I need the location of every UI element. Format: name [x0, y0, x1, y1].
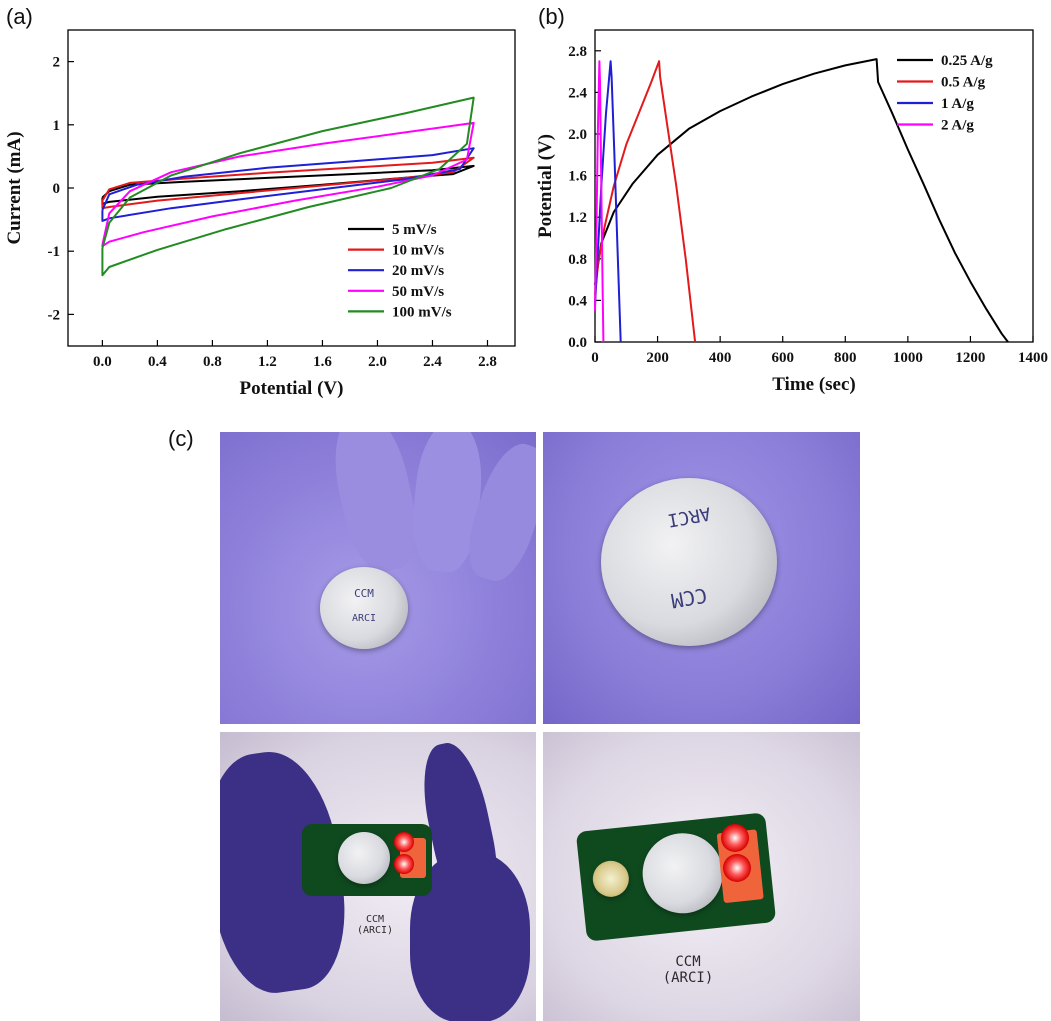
y-tick-label: 0.8: [568, 252, 587, 268]
glove-finger: [324, 432, 426, 578]
x-tick-label: 2.0: [368, 354, 387, 370]
led-light: [394, 832, 414, 852]
series-line: [594, 60, 697, 343]
y-tick-label: 2.8: [568, 44, 587, 60]
legend-label: 5 mV/s: [392, 222, 437, 238]
coin-cell: CCM ARCI: [320, 567, 408, 649]
handwritten-note: CCM (ARCI): [345, 914, 405, 936]
x-tick-label: 0: [591, 350, 599, 366]
y-tick-label: -2: [48, 307, 61, 323]
led-light: [721, 824, 749, 852]
x-axis-label: Potential (V): [240, 378, 344, 399]
series-line: [101, 121, 475, 248]
x-tick-label: 200: [646, 350, 669, 366]
y-tick-label: 2: [53, 55, 61, 71]
x-tick-label: 400: [709, 350, 732, 366]
note-line: (ARCI): [356, 925, 394, 936]
coin-label: ARCI: [665, 502, 713, 531]
legend-label: 50 mV/s: [392, 284, 444, 300]
coin-hole: [591, 859, 631, 899]
x-tick-label: 2.4: [423, 354, 442, 370]
x-tick-label: 800: [834, 350, 857, 366]
x-axis-label: Time (sec): [772, 374, 856, 395]
y-tick-label: -1: [48, 244, 61, 260]
photo-coin-cell-closeup: ARCI CCM: [543, 432, 860, 724]
x-tick-label: 600: [771, 350, 794, 366]
legend-label: 1 A/g: [941, 96, 974, 112]
x-tick-label: 1.2: [258, 354, 277, 370]
series-line: [101, 96, 475, 277]
y-tick-label: 2.4: [568, 85, 587, 101]
series-line: [594, 60, 622, 343]
note-line: CCM: [365, 914, 385, 925]
y-tick-label: 0: [53, 181, 61, 197]
plot-frame: [594, 29, 1034, 343]
y-tick-label: 1.6: [568, 169, 587, 185]
panel-label-c: (c): [168, 426, 194, 451]
y-tick-label: 1.2: [568, 210, 587, 226]
coin-cell: [638, 829, 727, 918]
coin-label: CCM: [669, 583, 709, 613]
y-tick-label: 2.0: [568, 127, 587, 143]
led-light: [723, 854, 751, 882]
y-tick-label: 1: [53, 118, 61, 134]
led-light: [394, 854, 414, 874]
legend-label: 10 mV/s: [392, 243, 444, 259]
x-tick-label: 0.8: [203, 354, 222, 370]
coin-label: ARCI: [351, 613, 377, 624]
legend-label: 0.25 A/g: [941, 53, 993, 69]
x-tick-label: 2.8: [478, 354, 497, 370]
series-line: [594, 58, 1009, 343]
coin-cell: ARCI CCM: [601, 478, 777, 646]
cv-chart: 0.0 0.4 0.8 1.2 1.6 2.0 2.4 2.8 -2 -1 0 1 2 Potential…: [4, 29, 516, 399]
photo-coin-cell-on-glove: CCM ARCI: [220, 432, 536, 724]
panel-label-b: (b): [538, 4, 565, 29]
legend-label: 100 mV/s: [392, 304, 452, 320]
handwritten-note: CCM (ARCI): [643, 954, 733, 986]
legend-label: 20 mV/s: [392, 263, 444, 279]
note-line: (ARCI): [662, 970, 714, 986]
y-axis-label: Potential (V): [535, 134, 556, 238]
y-tick-label: 0.0: [568, 335, 587, 351]
panel-label-a: (a): [6, 4, 33, 29]
x-tick-label: 1400: [1018, 350, 1048, 366]
coin-cell: [338, 832, 390, 884]
y-axis-label: Current (mA): [4, 131, 25, 244]
photo-led-demo-closeup: CCM (ARCI): [543, 732, 860, 1021]
x-tick-label: 1000: [893, 350, 923, 366]
gcd-chart: 0 200 400 600 800 1000 1200 1400 0.0 0.4 0.8 1.2 1.6…: [535, 29, 1048, 395]
x-tick-label: 0.0: [93, 354, 112, 370]
legend-label: 0.5 A/g: [941, 75, 986, 91]
photo-led-demo-hands: CCM (ARCI): [220, 732, 536, 1021]
x-tick-label: 0.4: [148, 354, 167, 370]
legend-label: 2 A/g: [941, 118, 974, 134]
x-tick-label: 1200: [955, 350, 985, 366]
note-line: CCM: [675, 954, 701, 970]
coin-label: CCM: [354, 587, 374, 600]
series-line: [101, 147, 475, 222]
series-line: [594, 60, 605, 343]
x-tick-label: 1.6: [313, 354, 332, 370]
y-tick-label: 0.4: [568, 293, 587, 309]
